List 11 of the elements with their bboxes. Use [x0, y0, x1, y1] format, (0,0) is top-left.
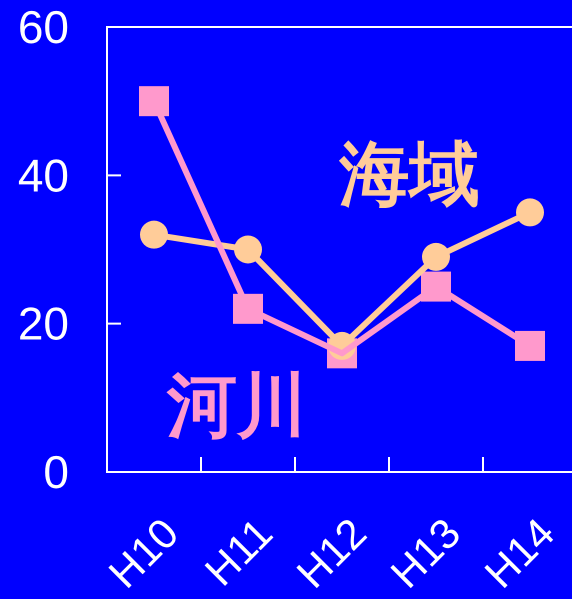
- x-tick-label: H13: [382, 509, 470, 597]
- series-label: 河川: [167, 364, 308, 446]
- x-tick-label: H10: [100, 509, 188, 597]
- x-tick-label: H11: [196, 509, 282, 595]
- y-tick-label: 60: [18, 1, 69, 53]
- x-tick-label: H14: [476, 509, 564, 597]
- y-tick-label: 20: [18, 298, 69, 350]
- x-tick-label: H12: [288, 509, 376, 597]
- series-label: 海域: [339, 132, 480, 215]
- y-tick-label: 40: [18, 149, 69, 202]
- y-tick-label: 0: [43, 446, 69, 498]
